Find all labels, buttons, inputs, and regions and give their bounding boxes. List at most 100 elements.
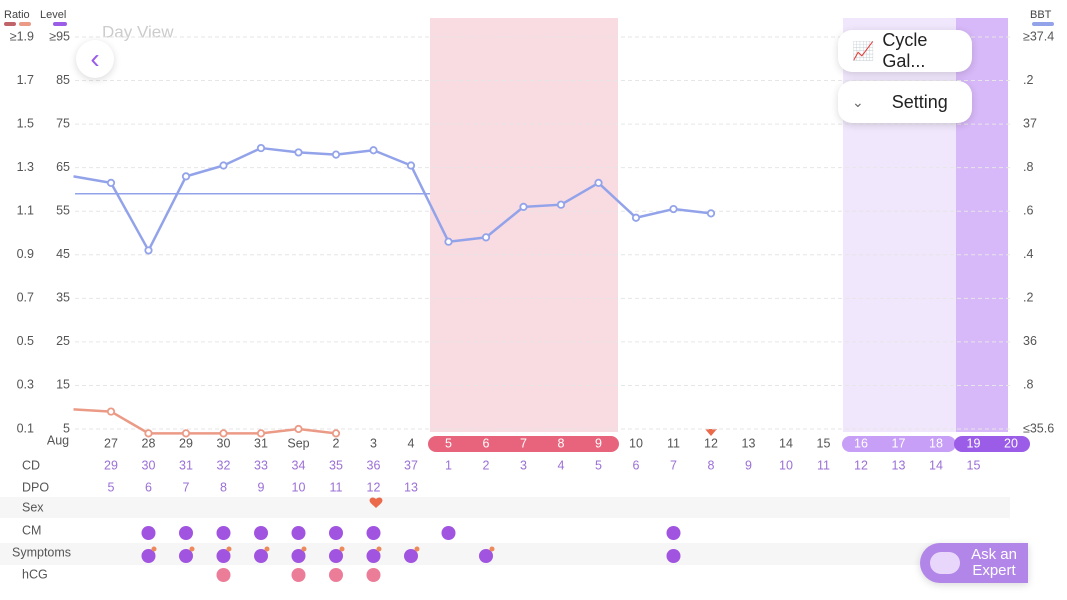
data-point: [219, 161, 228, 170]
x-tick-label: 8: [558, 436, 565, 450]
dpo-value: 12: [367, 480, 381, 494]
button-label: Setting: [891, 91, 948, 112]
x-tick-label: 15: [817, 436, 831, 450]
series-line: [73, 408, 337, 435]
x-tick-label: 11: [667, 436, 680, 450]
expert-button[interactable]: Ask an Expert: [920, 543, 1028, 583]
x-tick-label: 10: [629, 436, 643, 450]
data-point: [144, 246, 153, 255]
x-tick-label: 3: [370, 436, 377, 450]
row-stripe: [0, 497, 1010, 518]
x-tick-label: 2: [333, 436, 340, 450]
row-label: Symptoms: [12, 545, 71, 559]
x-tick-label: 18: [929, 436, 943, 450]
data-point: [181, 172, 191, 181]
x-tick-label: 4: [408, 436, 415, 450]
y-tick-label: 0.7: [17, 291, 34, 305]
cycle-button[interactable]: 📈 Cycle Gal...: [838, 30, 972, 72]
x-tick-label: 30: [217, 436, 231, 450]
button-label: Ask an Expert: [971, 546, 1017, 579]
period-shade: [430, 18, 618, 432]
x-tick-label: 29: [179, 436, 193, 450]
fertile-pill: [842, 436, 956, 452]
legend-label: BBT: [1030, 9, 1052, 21]
legend-swatch: [1032, 22, 1054, 26]
level-tick-label: 35: [56, 291, 70, 305]
cd-value: 10: [779, 458, 793, 472]
y-tick-label: 1.7: [17, 73, 34, 87]
period-pill: [428, 436, 619, 452]
data-point: [369, 146, 378, 155]
x-tick-label: 20: [1004, 436, 1018, 450]
cd-value: 6: [633, 458, 640, 472]
cd-value: 35: [329, 458, 343, 472]
cd-value: 31: [179, 458, 193, 472]
level-tick-label: 65: [56, 160, 70, 174]
data-point: [181, 429, 191, 438]
data-point: [631, 213, 641, 222]
cd-value: 3: [520, 458, 527, 472]
dpo-value: 8: [220, 480, 227, 494]
cd-value: 29: [104, 458, 118, 472]
data-point: [256, 143, 266, 153]
row-label: DPO: [22, 480, 49, 494]
data-point: [331, 429, 341, 438]
x-tick-label: 14: [779, 436, 793, 450]
level-tick-label: 75: [56, 116, 70, 130]
dpo-value: 7: [183, 480, 190, 494]
data-point: [294, 424, 303, 434]
y2-tick-label: ≥37.4: [1023, 29, 1054, 43]
y2-tick-label: .2: [1023, 73, 1033, 87]
cd-value: 8: [708, 458, 715, 472]
legend-label: Level: [40, 9, 66, 21]
cd-value: 13: [892, 458, 906, 472]
x-tick-label: 28: [142, 436, 156, 450]
back-button[interactable]: ‹: [76, 40, 114, 78]
legend-swatch: [53, 22, 67, 26]
cd-value: 30: [142, 458, 156, 472]
x-tick-label: 31: [254, 436, 268, 450]
icon: 📈: [852, 40, 875, 61]
level-tick-label: 45: [56, 247, 70, 261]
y-tick-label: ≥1.9: [10, 29, 34, 43]
icon: ⌄: [852, 93, 864, 110]
x-tick-label: 13: [742, 436, 756, 450]
x-tick-label: 16: [854, 436, 868, 450]
data-point: [669, 204, 678, 214]
y-tick-label: 1.1: [17, 204, 34, 218]
today-marker: [705, 429, 717, 436]
dpo-value: 5: [108, 480, 115, 494]
data-point: [144, 429, 153, 438]
data-point: [331, 150, 341, 159]
y-tick-label: 0.5: [17, 334, 34, 348]
y2-tick-label: ≤35.6: [1023, 421, 1054, 435]
button-label: Cycle Gal...: [882, 30, 928, 71]
level-tick-label: 85: [56, 73, 70, 87]
data-point: [406, 161, 416, 170]
data-point: [106, 178, 116, 188]
cd-value: 36: [367, 458, 381, 472]
row-label: CM: [22, 523, 41, 537]
level-tick-label: 5: [63, 421, 70, 435]
x-tick-label: 7: [520, 436, 527, 450]
y2-tick-label: 36: [1023, 334, 1037, 348]
level-tick-label: 15: [56, 378, 70, 392]
data-point: [106, 407, 116, 416]
x-tick-label: 9: [595, 436, 602, 450]
x-tick-label: 27: [104, 436, 118, 450]
legend-swatch: [19, 22, 31, 26]
ovulation-pill: [954, 436, 1030, 452]
y-tick-label: 1.3: [17, 160, 34, 174]
setting-button[interactable]: ⌄ Setting: [838, 81, 972, 123]
y2-tick-label: .8: [1023, 378, 1033, 392]
cd-value: 2: [483, 458, 490, 472]
cd-value: 15: [967, 458, 981, 472]
icon: [930, 552, 960, 574]
row-label: hCG: [22, 567, 48, 581]
y-tick-label: 0.3: [17, 378, 34, 392]
sex-icon: [369, 497, 383, 508]
cd-value: 37: [404, 458, 418, 472]
symptom-icons: [141, 549, 681, 563]
y2-tick-label: .6: [1023, 204, 1033, 218]
